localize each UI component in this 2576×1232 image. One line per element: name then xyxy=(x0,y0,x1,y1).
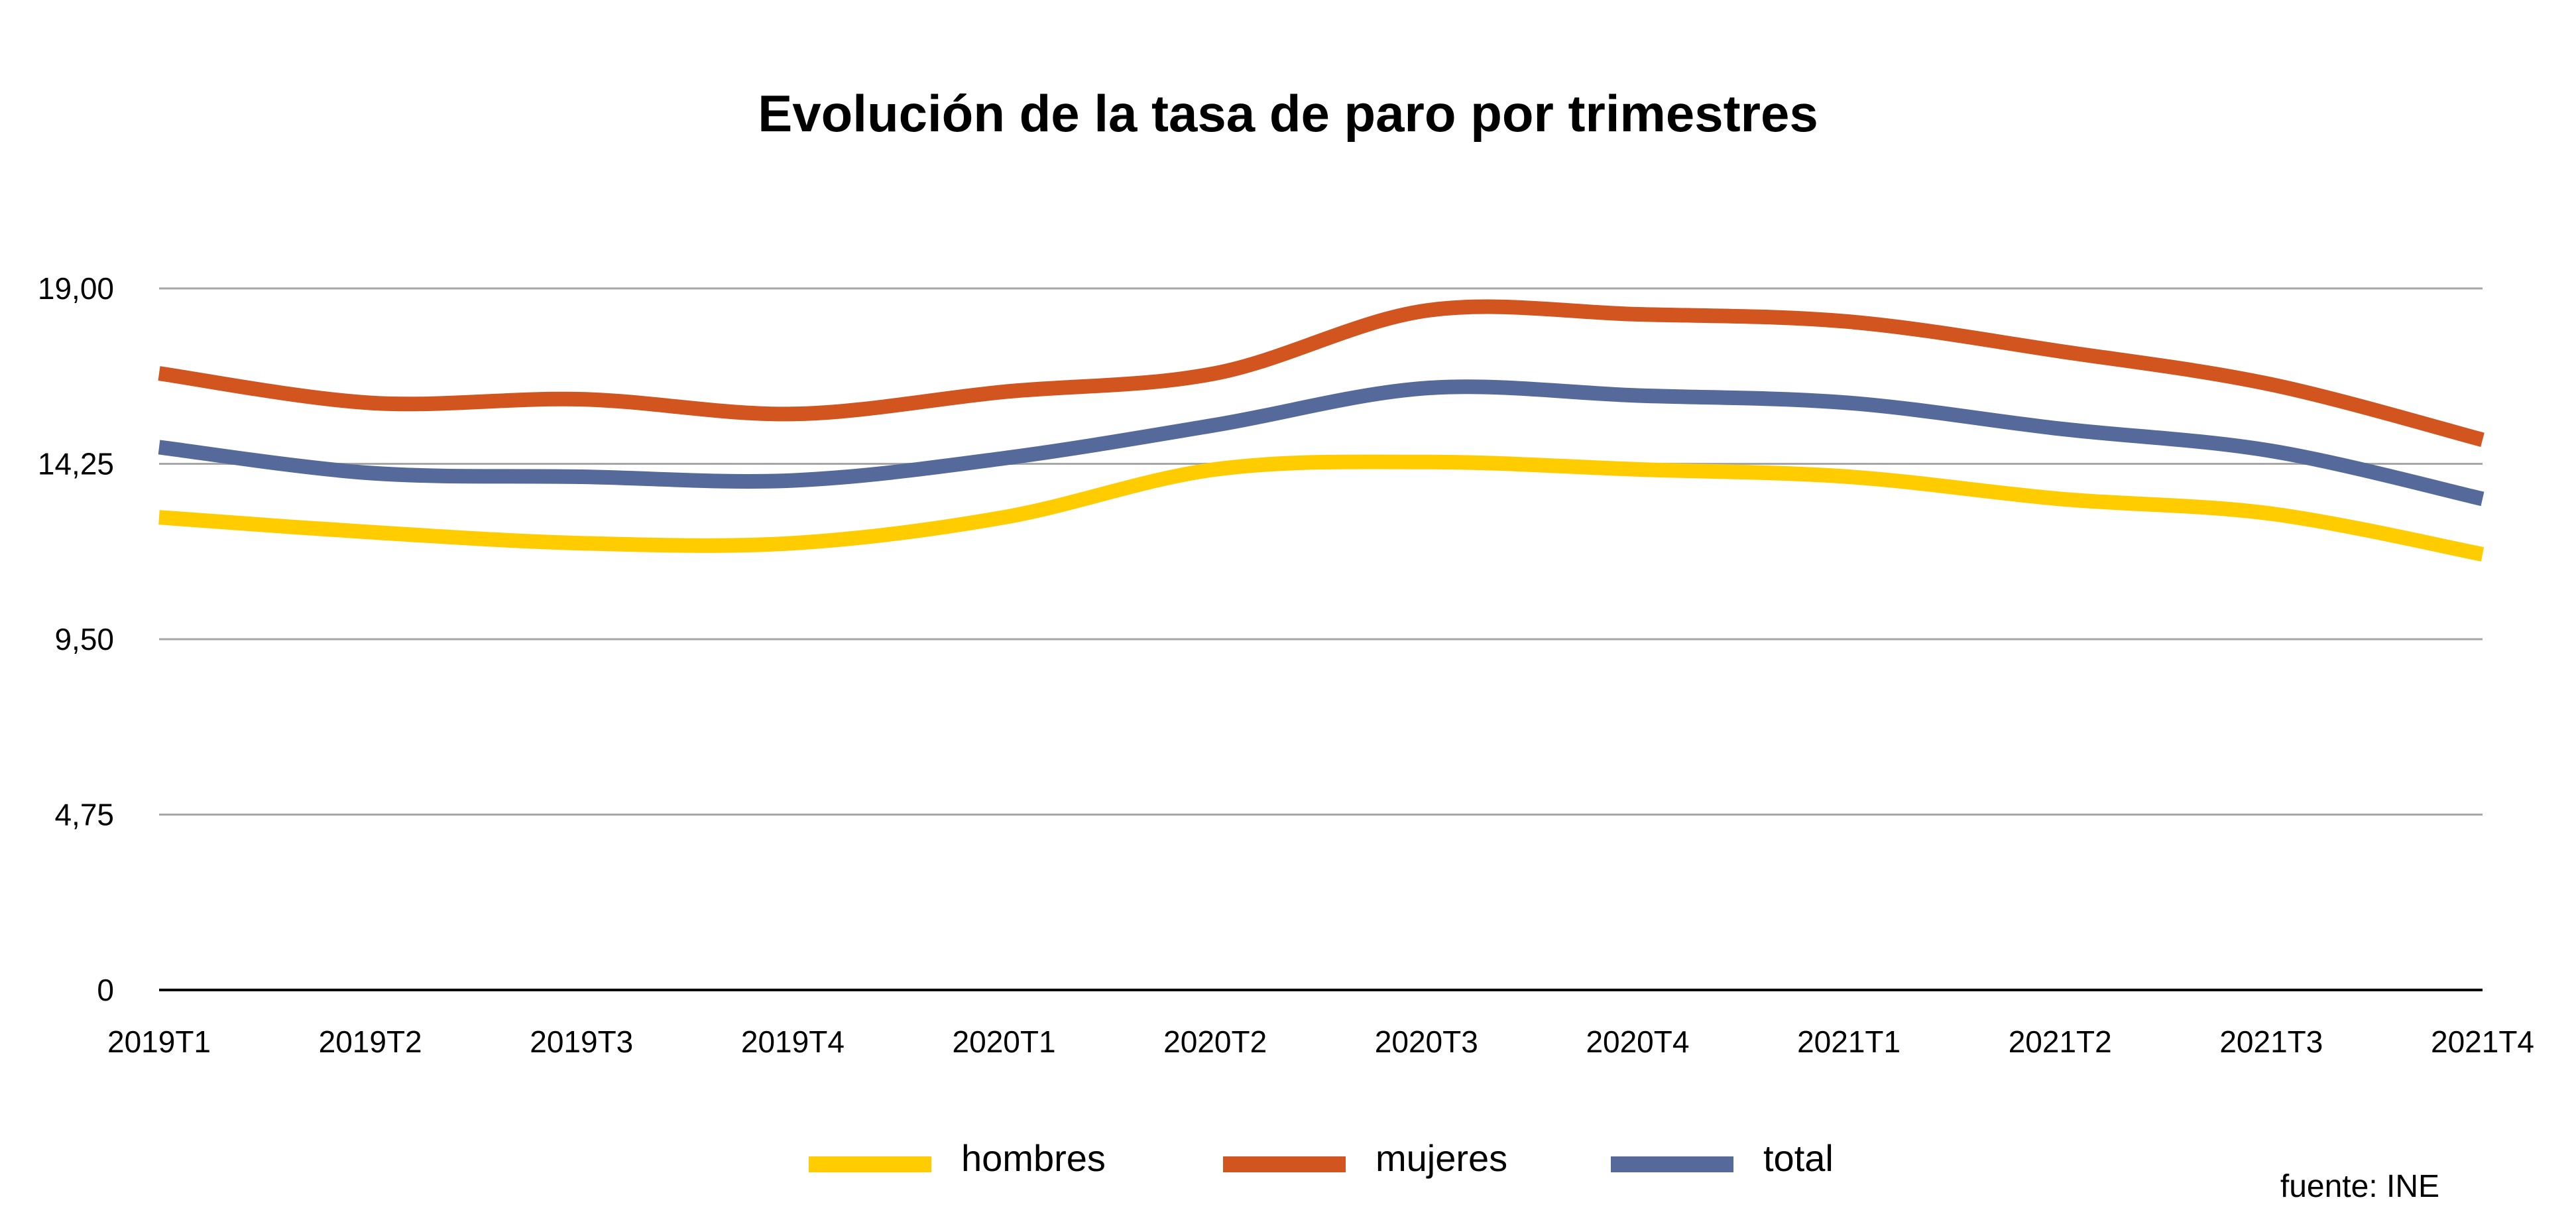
x-tick-label: 2021T2 xyxy=(2009,1024,2112,1059)
x-axis-ticks: 2019T1 2019T2 2019T3 2019T4 2020T1 2020T2 2020… xyxy=(107,1024,2534,1059)
x-tick-label: 2020T1 xyxy=(953,1024,1056,1059)
series-lines xyxy=(158,299,2485,562)
chart-title: Evolución de la tasa de paro por trimest… xyxy=(758,84,1818,143)
x-tick-label: 2019T3 xyxy=(530,1024,633,1059)
y-tick-label: 0 xyxy=(97,973,114,1007)
legend-label-mujeres: mujeres xyxy=(1376,1137,1507,1179)
source-note: fuente: INE xyxy=(2280,1169,2439,1204)
series-line-total xyxy=(158,379,2485,507)
x-tick-label: 2021T1 xyxy=(1797,1024,1901,1059)
legend: hombres mujeres total xyxy=(809,1137,1834,1179)
x-tick-label: 2019T1 xyxy=(107,1024,211,1059)
y-tick-label: 9,50 xyxy=(54,622,114,656)
y-tick-label: 19,00 xyxy=(38,271,114,306)
y-tick-label: 4,75 xyxy=(54,798,114,832)
x-tick-label: 2020T4 xyxy=(1586,1024,1689,1059)
x-tick-label: 2021T3 xyxy=(2219,1024,2323,1059)
x-tick-label: 2020T3 xyxy=(1375,1024,1478,1059)
series-line-mujeres xyxy=(158,299,2485,447)
x-tick-label: 2019T2 xyxy=(319,1024,422,1059)
y-axis-ticks: 0 4,75 9,50 14,25 19,00 xyxy=(38,271,114,1007)
x-tick-label: 2021T4 xyxy=(2431,1024,2534,1059)
series-line-hombres xyxy=(158,454,2485,562)
x-tick-label: 2020T2 xyxy=(1163,1024,1267,1059)
y-tick-label: 14,25 xyxy=(38,447,114,481)
legend-label-hombres: hombres xyxy=(961,1137,1106,1179)
legend-label-total: total xyxy=(1763,1137,1834,1179)
x-tick-label: 2019T4 xyxy=(741,1024,845,1059)
